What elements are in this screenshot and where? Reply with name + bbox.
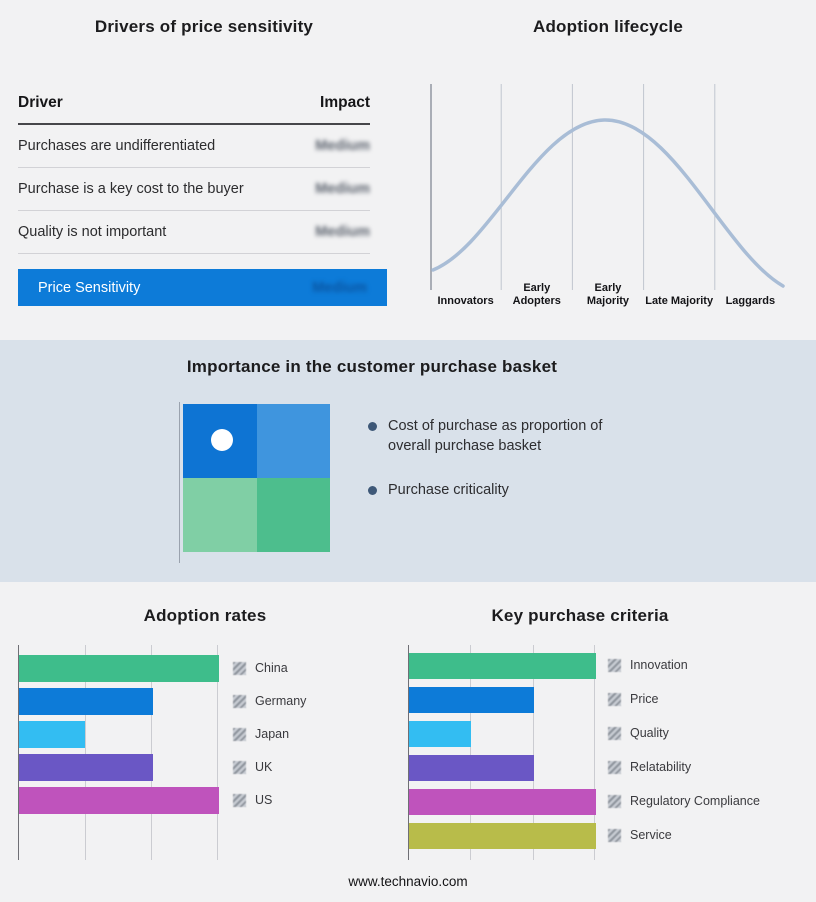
quadrant-top-right xyxy=(256,404,330,478)
position-marker-dot xyxy=(211,429,233,451)
bar-quality xyxy=(409,721,471,747)
legend-item-innovation: Innovation xyxy=(608,658,688,672)
key-purchase-criteria-plot xyxy=(408,645,596,860)
y-axis xyxy=(408,645,409,860)
drivers-panel-title: Drivers of price sensitivity xyxy=(94,17,314,36)
legend-item-uk: UK xyxy=(233,760,272,774)
footer-url: www.technavio.com xyxy=(348,874,468,889)
gridline xyxy=(84,645,86,860)
price-sensitivity-highlight-row: Price Sensitivity Medium xyxy=(18,269,387,306)
bar-regulatory-compliance xyxy=(409,789,596,815)
impact-cell: Medium xyxy=(315,181,370,197)
stage-label: Innovators xyxy=(437,294,494,307)
legend-item-quality: Quality xyxy=(608,726,669,740)
bullet-item: Cost of purchase as proportion of overal… xyxy=(368,417,653,456)
legend-item-regulatory-compliance: Regulatory Compliance xyxy=(608,794,760,808)
stage-label: Laggards xyxy=(725,294,776,307)
legend-swatch-icon xyxy=(233,661,246,675)
legend-label: Japan xyxy=(255,727,290,741)
legend-swatch-icon xyxy=(233,694,246,708)
bar-germany xyxy=(19,688,153,715)
column-driver: Driver xyxy=(18,94,63,111)
purchase-basket-band xyxy=(0,340,816,582)
legend-label: China xyxy=(255,661,288,675)
bar-japan xyxy=(19,721,85,748)
bar-service xyxy=(409,823,596,849)
legend-label: Price xyxy=(630,692,659,706)
y-axis xyxy=(18,645,19,860)
basket-panel-title: Importance in the customer purchase bask… xyxy=(186,357,558,376)
gridline xyxy=(532,645,534,860)
driver-cell: Purchase is a key cost to the buyer xyxy=(18,181,244,197)
stage-label: Early Adopters xyxy=(512,282,561,307)
legend-label: UK xyxy=(255,760,273,774)
key-purchase-criteria-title: Key purchase criteria xyxy=(491,606,669,625)
bullet-item: Purchase criticality xyxy=(368,481,653,501)
driver-cell: Price Sensitivity xyxy=(38,279,141,296)
legend-label: US xyxy=(255,793,273,807)
bar-china xyxy=(19,655,219,682)
column-impact: Impact xyxy=(320,94,370,111)
quadrant-bottom-right xyxy=(256,478,330,552)
legend-item-service: Service xyxy=(608,828,672,842)
legend-item-relatability: Relatability xyxy=(608,760,691,774)
legend-label: Innovation xyxy=(630,658,688,672)
legend-label: Regulatory Compliance xyxy=(630,794,760,808)
quadrant-axis-line xyxy=(179,402,180,563)
bar-us xyxy=(19,787,219,814)
gridline xyxy=(594,645,595,860)
impact-cell: Medium xyxy=(315,224,370,240)
stage-label: Early Majority xyxy=(586,282,630,307)
legend-swatch-icon xyxy=(233,727,246,741)
bar-uk xyxy=(19,754,153,781)
basket-bullet-list: Cost of purchase as proportion of overal… xyxy=(368,417,653,526)
table-row: Purchases are undifferentiated Medium xyxy=(18,125,370,168)
legend-item-price: Price xyxy=(608,692,658,706)
legend-item-japan: Japan xyxy=(233,727,289,741)
bullet-icon xyxy=(368,486,377,496)
driver-cell: Quality is not important xyxy=(18,224,167,240)
table-row: Purchase is a key cost to the buyer Medi… xyxy=(18,168,370,211)
gridline xyxy=(217,645,218,860)
lifecycle-stage-labels: Innovators Early Adopters Early Majority… xyxy=(430,282,786,307)
bar-relatability xyxy=(409,755,535,781)
legend-item-us: US xyxy=(233,793,272,807)
impact-cell: Medium xyxy=(312,279,367,296)
legend-swatch-icon xyxy=(608,692,621,706)
driver-cell: Purchases are undifferentiated xyxy=(18,138,216,154)
adoption-rates-plot xyxy=(18,645,219,860)
legend-swatch-icon xyxy=(608,658,621,672)
legend-label: Germany xyxy=(255,694,307,708)
lifecycle-bell-curve-chart xyxy=(430,84,785,290)
bullet-text: Purchase criticality xyxy=(388,482,509,499)
stage-label: Late Majority xyxy=(645,294,714,307)
legend-label: Relatability xyxy=(630,760,692,774)
bullet-icon xyxy=(368,422,377,431)
legend-swatch-icon xyxy=(608,794,621,808)
quadrant-bottom-left xyxy=(183,478,257,552)
legend-label: Quality xyxy=(630,726,669,740)
legend-swatch-icon xyxy=(608,760,621,774)
drivers-table: Driver Impact Purchases are undifferenti… xyxy=(18,94,370,254)
table-row: Quality is not important Medium xyxy=(18,211,370,254)
legend-swatch-icon xyxy=(608,828,621,842)
drivers-table-header: Driver Impact xyxy=(18,94,370,125)
bar-price xyxy=(409,687,535,713)
legend-swatch-icon xyxy=(233,793,246,807)
legend-swatch-icon xyxy=(233,760,246,774)
adoption-rates-title: Adoption rates xyxy=(143,606,267,625)
purchase-basket-quadrant xyxy=(183,404,330,552)
gridline xyxy=(151,645,153,860)
gridline xyxy=(470,645,472,860)
legend-item-china: China xyxy=(233,661,288,675)
impact-cell: Medium xyxy=(315,138,370,154)
bar-innovation xyxy=(409,653,596,679)
legend-swatch-icon xyxy=(608,726,621,740)
bullet-text: Cost of purchase as proportion of overal… xyxy=(388,418,603,454)
bell-curve-line xyxy=(431,118,785,288)
legend-label: Service xyxy=(630,828,672,842)
legend-item-germany: Germany xyxy=(233,694,306,708)
lifecycle-panel-title: Adoption lifecycle xyxy=(532,17,683,36)
